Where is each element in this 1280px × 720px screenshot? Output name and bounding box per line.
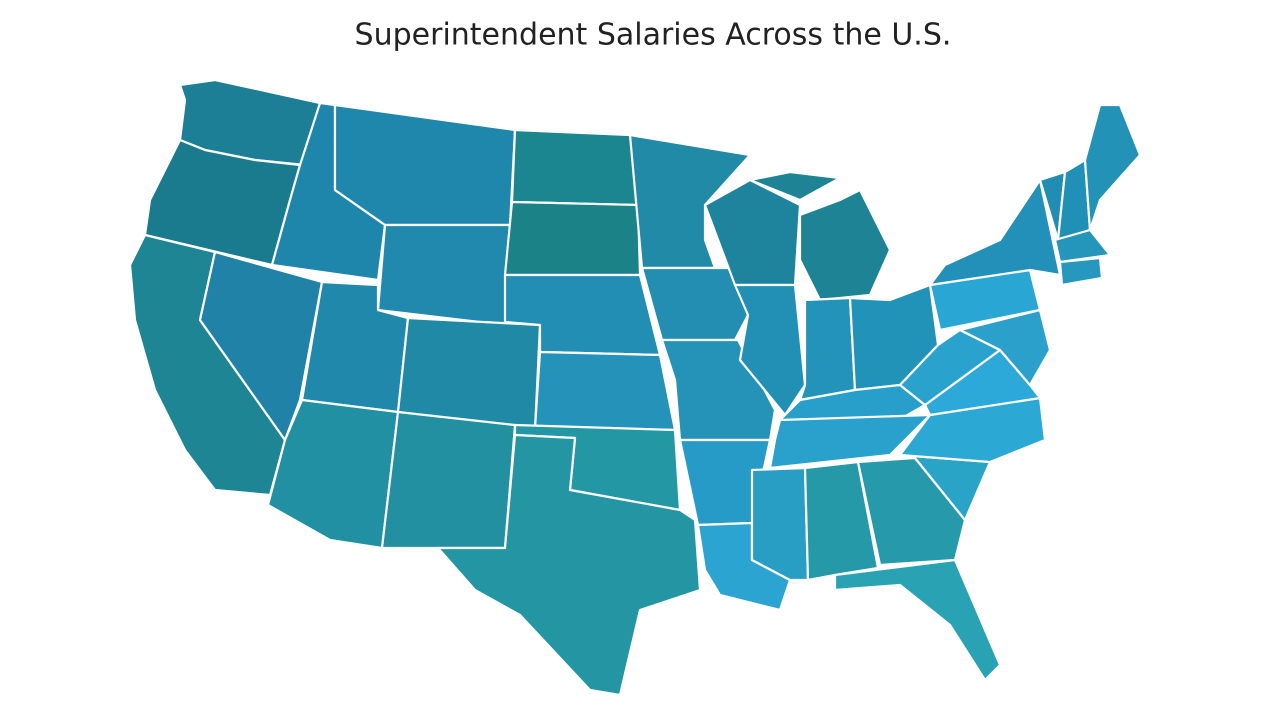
- state: [768, 413, 932, 470]
- state: [928, 178, 1062, 287]
- state: [1053, 228, 1112, 264]
- state: [748, 170, 842, 202]
- state: [640, 266, 750, 342]
- state: [703, 178, 802, 287]
- state: [510, 128, 640, 207]
- state: [333, 103, 517, 227]
- state: [396, 316, 542, 432]
- state: [380, 410, 517, 550]
- state: [798, 188, 892, 302]
- state: [750, 466, 810, 582]
- state: [533, 350, 677, 432]
- state: [436, 433, 702, 697]
- state: [1083, 103, 1142, 232]
- state: [856, 456, 967, 567]
- state: [376, 223, 512, 327]
- state: [958, 308, 1052, 387]
- state: [833, 558, 1002, 682]
- map-title: Superintendent Salaries Across the U.S.: [355, 18, 952, 53]
- state: [503, 200, 642, 277]
- state: [1058, 256, 1104, 287]
- us-map: [128, 78, 1142, 697]
- state: [798, 296, 857, 402]
